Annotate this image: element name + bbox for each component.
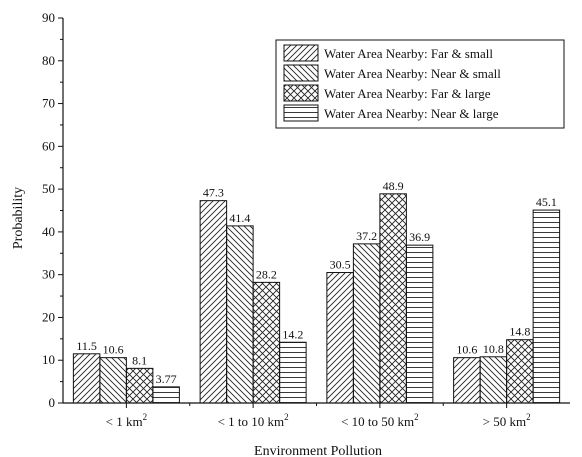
y-tick-label: 70 — [42, 96, 55, 111]
bar — [72, 353, 101, 404]
bar — [479, 356, 508, 404]
bar — [125, 367, 154, 404]
y-tick-label: 40 — [42, 224, 55, 239]
legend: Water Area Nearby: Far & small Water Area… — [275, 39, 565, 129]
legend-swatch — [283, 104, 319, 122]
data-label: 48.9 — [383, 179, 404, 193]
data-label: 47.3 — [203, 186, 224, 200]
data-label: 8.1 — [132, 353, 147, 367]
data-label: 37.2 — [356, 229, 377, 243]
legend-swatch — [283, 64, 319, 82]
bar — [352, 243, 381, 404]
y-tick-label: 20 — [42, 309, 55, 324]
data-label: 11.5 — [76, 339, 97, 353]
x-tick-label: < 1 km2 — [106, 412, 147, 429]
data-label: 10.6 — [456, 343, 477, 357]
data-label: 41.4 — [229, 211, 250, 225]
data-label: 36.9 — [409, 230, 430, 244]
bar — [506, 339, 534, 404]
y-tick-label: 60 — [42, 138, 55, 153]
y-tick-label: 50 — [42, 181, 55, 196]
data-label: 10.8 — [483, 342, 504, 356]
data-label: 45.1 — [536, 195, 557, 209]
y-tick-label: 30 — [42, 267, 55, 282]
data-label: 3.77 — [156, 372, 177, 386]
bar — [226, 225, 254, 404]
legend-box — [275, 39, 565, 129]
x-axis-title: Environment Pollution — [254, 444, 382, 457]
x-tick-label: < 10 to 50 km2 — [341, 412, 419, 429]
y-tick-label: 0 — [49, 395, 56, 410]
bar — [326, 272, 354, 404]
legend-label: Water Area Nearby: Near & large — [324, 106, 499, 121]
bar — [252, 281, 281, 404]
data-label: 30.5 — [330, 258, 351, 272]
legend-label: Water Area Nearby: Far & large — [324, 86, 491, 101]
data-label: 14.8 — [509, 325, 530, 339]
x-tick-label: < 1 to 10 km2 — [218, 412, 289, 429]
y-tick-label: 10 — [42, 352, 55, 367]
bar — [279, 341, 307, 404]
y-axis-title: Probability — [11, 187, 26, 249]
ticks: 0 10 20 30 40 50 60 70 80 90 < 1 km2 < 1 to 10 km2 <… — [42, 10, 531, 429]
legend-label: Water Area Nearby: Far & small — [324, 46, 493, 61]
bar — [199, 200, 228, 404]
data-label: 28.2 — [256, 267, 277, 281]
y-tick-label: 90 — [42, 10, 55, 25]
data-labels: 11.5 10.6 8.1 3.77 47.3 41.4 28.2 14.2 30.5 37.2 4… — [76, 179, 557, 386]
legend-swatch — [283, 84, 319, 102]
y-tick-label: 80 — [42, 53, 55, 68]
x-tick-label: > 50 km2 — [483, 412, 531, 429]
data-label: 14.2 — [282, 327, 303, 341]
bars — [72, 193, 561, 404]
bar — [152, 386, 180, 404]
bar — [405, 244, 434, 404]
bar — [453, 357, 481, 404]
bar — [532, 209, 561, 404]
legend-swatch — [283, 44, 319, 62]
legend-label: Water Area Nearby: Near & small — [324, 66, 501, 81]
bar — [99, 357, 127, 404]
data-label: 10.6 — [103, 343, 124, 357]
bar — [379, 193, 407, 404]
